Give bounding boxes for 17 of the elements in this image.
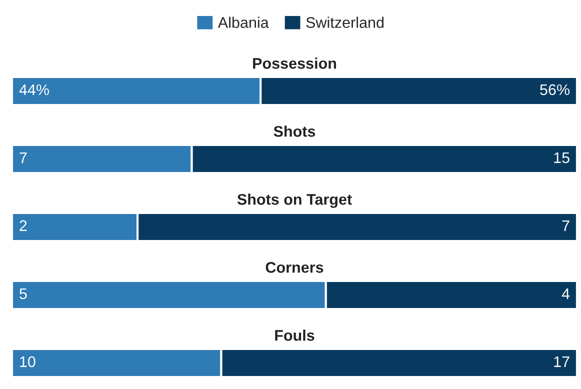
data-label: 2 (20, 220, 27, 231)
data-label: 7 (20, 152, 27, 163)
chart-title: Shots (274, 126, 316, 137)
data-label: 56% (540, 84, 570, 96)
data-label: 17 (554, 356, 570, 367)
data-label: 44% (19, 84, 49, 96)
chart-title: Corners (266, 262, 324, 273)
legend-label: Switzerland (306, 16, 384, 28)
data-label: 15 (554, 152, 570, 164)
chart-title: Fouls (275, 330, 314, 341)
chart-title: Shots on Target (237, 194, 352, 208)
data-label: 10 (20, 356, 36, 368)
chart-title: Possession (253, 58, 336, 69)
legend-label: Albania (218, 16, 269, 28)
data-label: 5 (20, 288, 27, 300)
data-label: 4 (562, 288, 570, 299)
data-label: 7 (562, 220, 570, 231)
